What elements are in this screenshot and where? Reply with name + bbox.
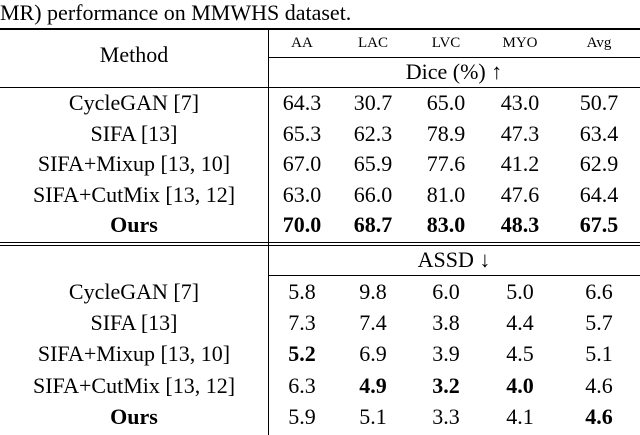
value-cell: 67.0 [282, 151, 322, 176]
value-cell: 30.7 [353, 90, 393, 115]
method-name: CycleGAN [7] [68, 90, 200, 115]
value-cell: 66.0 [353, 181, 393, 207]
column-header-avg: Avg [586, 35, 612, 51]
value-cell: 5.1 [585, 341, 613, 367]
value-cell: 4.1 [506, 403, 534, 429]
method-name: SIFA+Mixup [13, 10] [37, 151, 231, 176]
table-row: CycleGAN [7] 5.8 9.8 6.0 5.0 6.6 [0, 277, 640, 306]
value-cell: 4.0 [506, 372, 534, 398]
value-cell: 4.6 [585, 403, 613, 429]
value-cell: 4.9 [359, 372, 387, 398]
method-name: SIFA [13] [90, 120, 178, 146]
method-name: SIFA+CutMix [13, 12] [32, 181, 236, 207]
value-cell: 65.9 [353, 151, 393, 176]
value-cell: 4.4 [506, 310, 534, 336]
value-cell: 6.6 [585, 279, 613, 304]
method-column-header: Method [99, 42, 169, 67]
table-row: SIFA+CutMix [13, 12] 6.3 4.9 3.2 4.0 4.6 [0, 371, 640, 400]
value-cell: 5.0 [506, 279, 534, 304]
dice-section-rule [0, 87, 640, 88]
dice-metric-label: Dice (%) ↑ [405, 59, 503, 84]
value-cell: 81.0 [426, 181, 466, 207]
method-name: SIFA+Mixup [13, 10] [37, 341, 231, 367]
value-cell: 6.3 [288, 372, 316, 398]
value-cell: 5.7 [585, 310, 613, 336]
table-row: SIFA+Mixup [13, 10] 67.0 65.9 77.6 41.2 62.9 [0, 149, 640, 178]
value-cell: 5.9 [288, 403, 316, 429]
value-cell: 63.4 [579, 120, 619, 146]
value-cell: 48.3 [500, 212, 540, 237]
value-cell: 78.9 [426, 120, 466, 146]
value-cell: 9.8 [359, 279, 387, 304]
table-row: CycleGAN [7] 64.3 30.7 65.0 43.0 50.7 [0, 88, 640, 117]
table-row: SIFA+CutMix [13, 12] 63.0 66.0 81.0 47.6 64.4 [0, 180, 640, 209]
method-name: SIFA [13] [90, 310, 178, 336]
value-cell: 62.9 [579, 151, 619, 176]
value-cell: 43.0 [500, 90, 540, 115]
table-caption: MR) performance on MMWHS dataset. [0, 0, 352, 25]
value-cell: 3.2 [432, 372, 460, 398]
assd-section-rule-bottom [0, 245, 640, 246]
value-cell: 5.2 [288, 341, 316, 367]
value-cell: 70.0 [282, 212, 322, 237]
column-header-lvc: LVC [431, 35, 461, 51]
value-cell: 67.5 [579, 212, 619, 237]
value-cell: 50.7 [579, 90, 619, 115]
method-name: Ours [110, 403, 158, 429]
table-row: SIFA [13] 7.3 7.4 3.8 4.4 5.7 [0, 308, 640, 337]
value-cell: 41.2 [500, 151, 540, 176]
column-header-lac: LAC [358, 35, 388, 51]
value-cell: 47.6 [500, 181, 540, 207]
table-row: SIFA+Mixup [13, 10] 5.2 6.9 3.9 4.5 5.1 [0, 339, 640, 368]
column-header-myo: MYO [502, 35, 538, 51]
value-cell: 63.0 [282, 181, 322, 207]
method-name: Ours [110, 212, 158, 237]
value-cell: 65.3 [282, 120, 322, 146]
value-cell: 4.5 [506, 341, 534, 367]
value-cell: 3.9 [432, 341, 460, 367]
value-cell: 47.3 [500, 120, 540, 146]
assd-subrule [268, 275, 640, 276]
value-cell: 7.3 [288, 310, 316, 336]
value-cell: 5.8 [288, 279, 316, 304]
value-cell: 65.0 [426, 90, 466, 115]
assd-section-rule-top [0, 242, 640, 243]
assd-metric-label: ASSD ↓ [417, 247, 491, 272]
column-separator [268, 30, 269, 435]
table-row: Ours 70.0 68.7 83.0 48.3 67.5 [0, 210, 640, 239]
value-cell: 3.8 [432, 310, 460, 336]
value-cell: 3.3 [432, 403, 460, 429]
column-header-aa: AA [291, 35, 313, 51]
value-cell: 68.7 [353, 212, 393, 237]
value-cell: 5.1 [359, 403, 387, 429]
value-cell: 7.4 [359, 310, 387, 336]
value-cell: 77.6 [426, 151, 466, 176]
header-subrule [268, 57, 640, 58]
value-cell: 6.9 [359, 341, 387, 367]
value-cell: 6.0 [432, 279, 460, 304]
method-name: SIFA+CutMix [13, 12] [32, 372, 236, 398]
table-row: Ours 5.9 5.1 3.3 4.1 4.6 [0, 402, 640, 431]
table-row: SIFA [13] 65.3 62.3 78.9 47.3 63.4 [0, 119, 640, 148]
value-cell: 4.6 [585, 372, 613, 398]
value-cell: 64.4 [579, 181, 619, 207]
value-cell: 64.3 [282, 90, 322, 115]
top-rule [0, 28, 640, 30]
method-name: CycleGAN [7] [68, 279, 200, 304]
value-cell: 62.3 [353, 120, 393, 146]
value-cell: 83.0 [426, 212, 466, 237]
